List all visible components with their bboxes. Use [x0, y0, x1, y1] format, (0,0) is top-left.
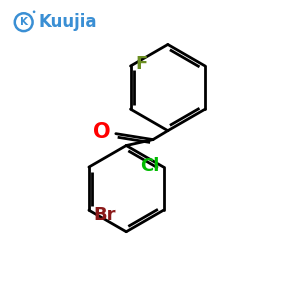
Text: K: K	[20, 17, 28, 27]
Text: Kuujia: Kuujia	[38, 13, 97, 31]
Text: F: F	[135, 55, 147, 73]
Text: Br: Br	[93, 206, 116, 224]
Text: Cl: Cl	[140, 157, 159, 175]
Circle shape	[33, 11, 35, 13]
Text: O: O	[93, 122, 110, 142]
